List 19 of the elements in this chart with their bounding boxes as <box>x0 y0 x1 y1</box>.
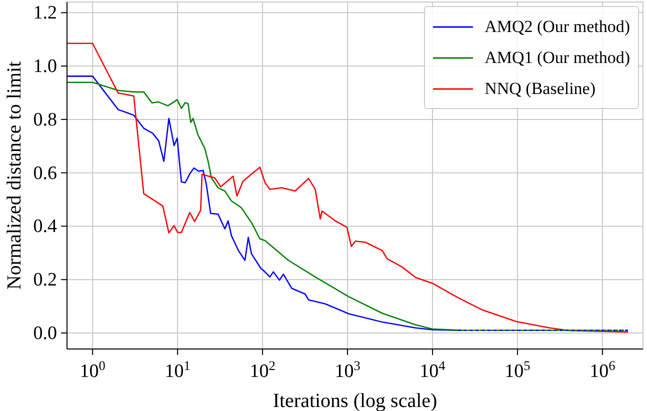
x-axis-title: Iterations (log scale) <box>272 390 438 411</box>
y-tick-label: 1.2 <box>33 2 57 24</box>
y-tick-label: 0.0 <box>33 322 57 344</box>
x-tick-label: 10$^{1}$ <box>164 358 190 382</box>
legend-label: NNQ (Baseline) <box>484 78 596 98</box>
legend-label: AMQ1 (Our method) <box>484 48 630 68</box>
x-tick-label: 10$^{0}$ <box>80 358 106 382</box>
y-tick-label: 0.4 <box>33 216 58 238</box>
y-tick-label: 1.0 <box>33 56 57 78</box>
x-tick-label: 10$^{2}$ <box>250 358 276 382</box>
y-tick-label: 0.2 <box>33 270 57 291</box>
x-tick-label: 10$^{5}$ <box>504 358 531 382</box>
x-tick-label: 10$^{3}$ <box>334 358 361 382</box>
y-tick-label: 0.8 <box>33 109 57 130</box>
legend-label: AMQ2 (Our method) <box>484 16 630 36</box>
y-tick-label: 0.6 <box>33 162 57 184</box>
y-axis-title: Normalized distance to limit <box>4 60 26 290</box>
x-tick-label: 10$^{4}$ <box>420 358 446 382</box>
x-tick-label: 10$^{6}$ <box>590 358 616 382</box>
